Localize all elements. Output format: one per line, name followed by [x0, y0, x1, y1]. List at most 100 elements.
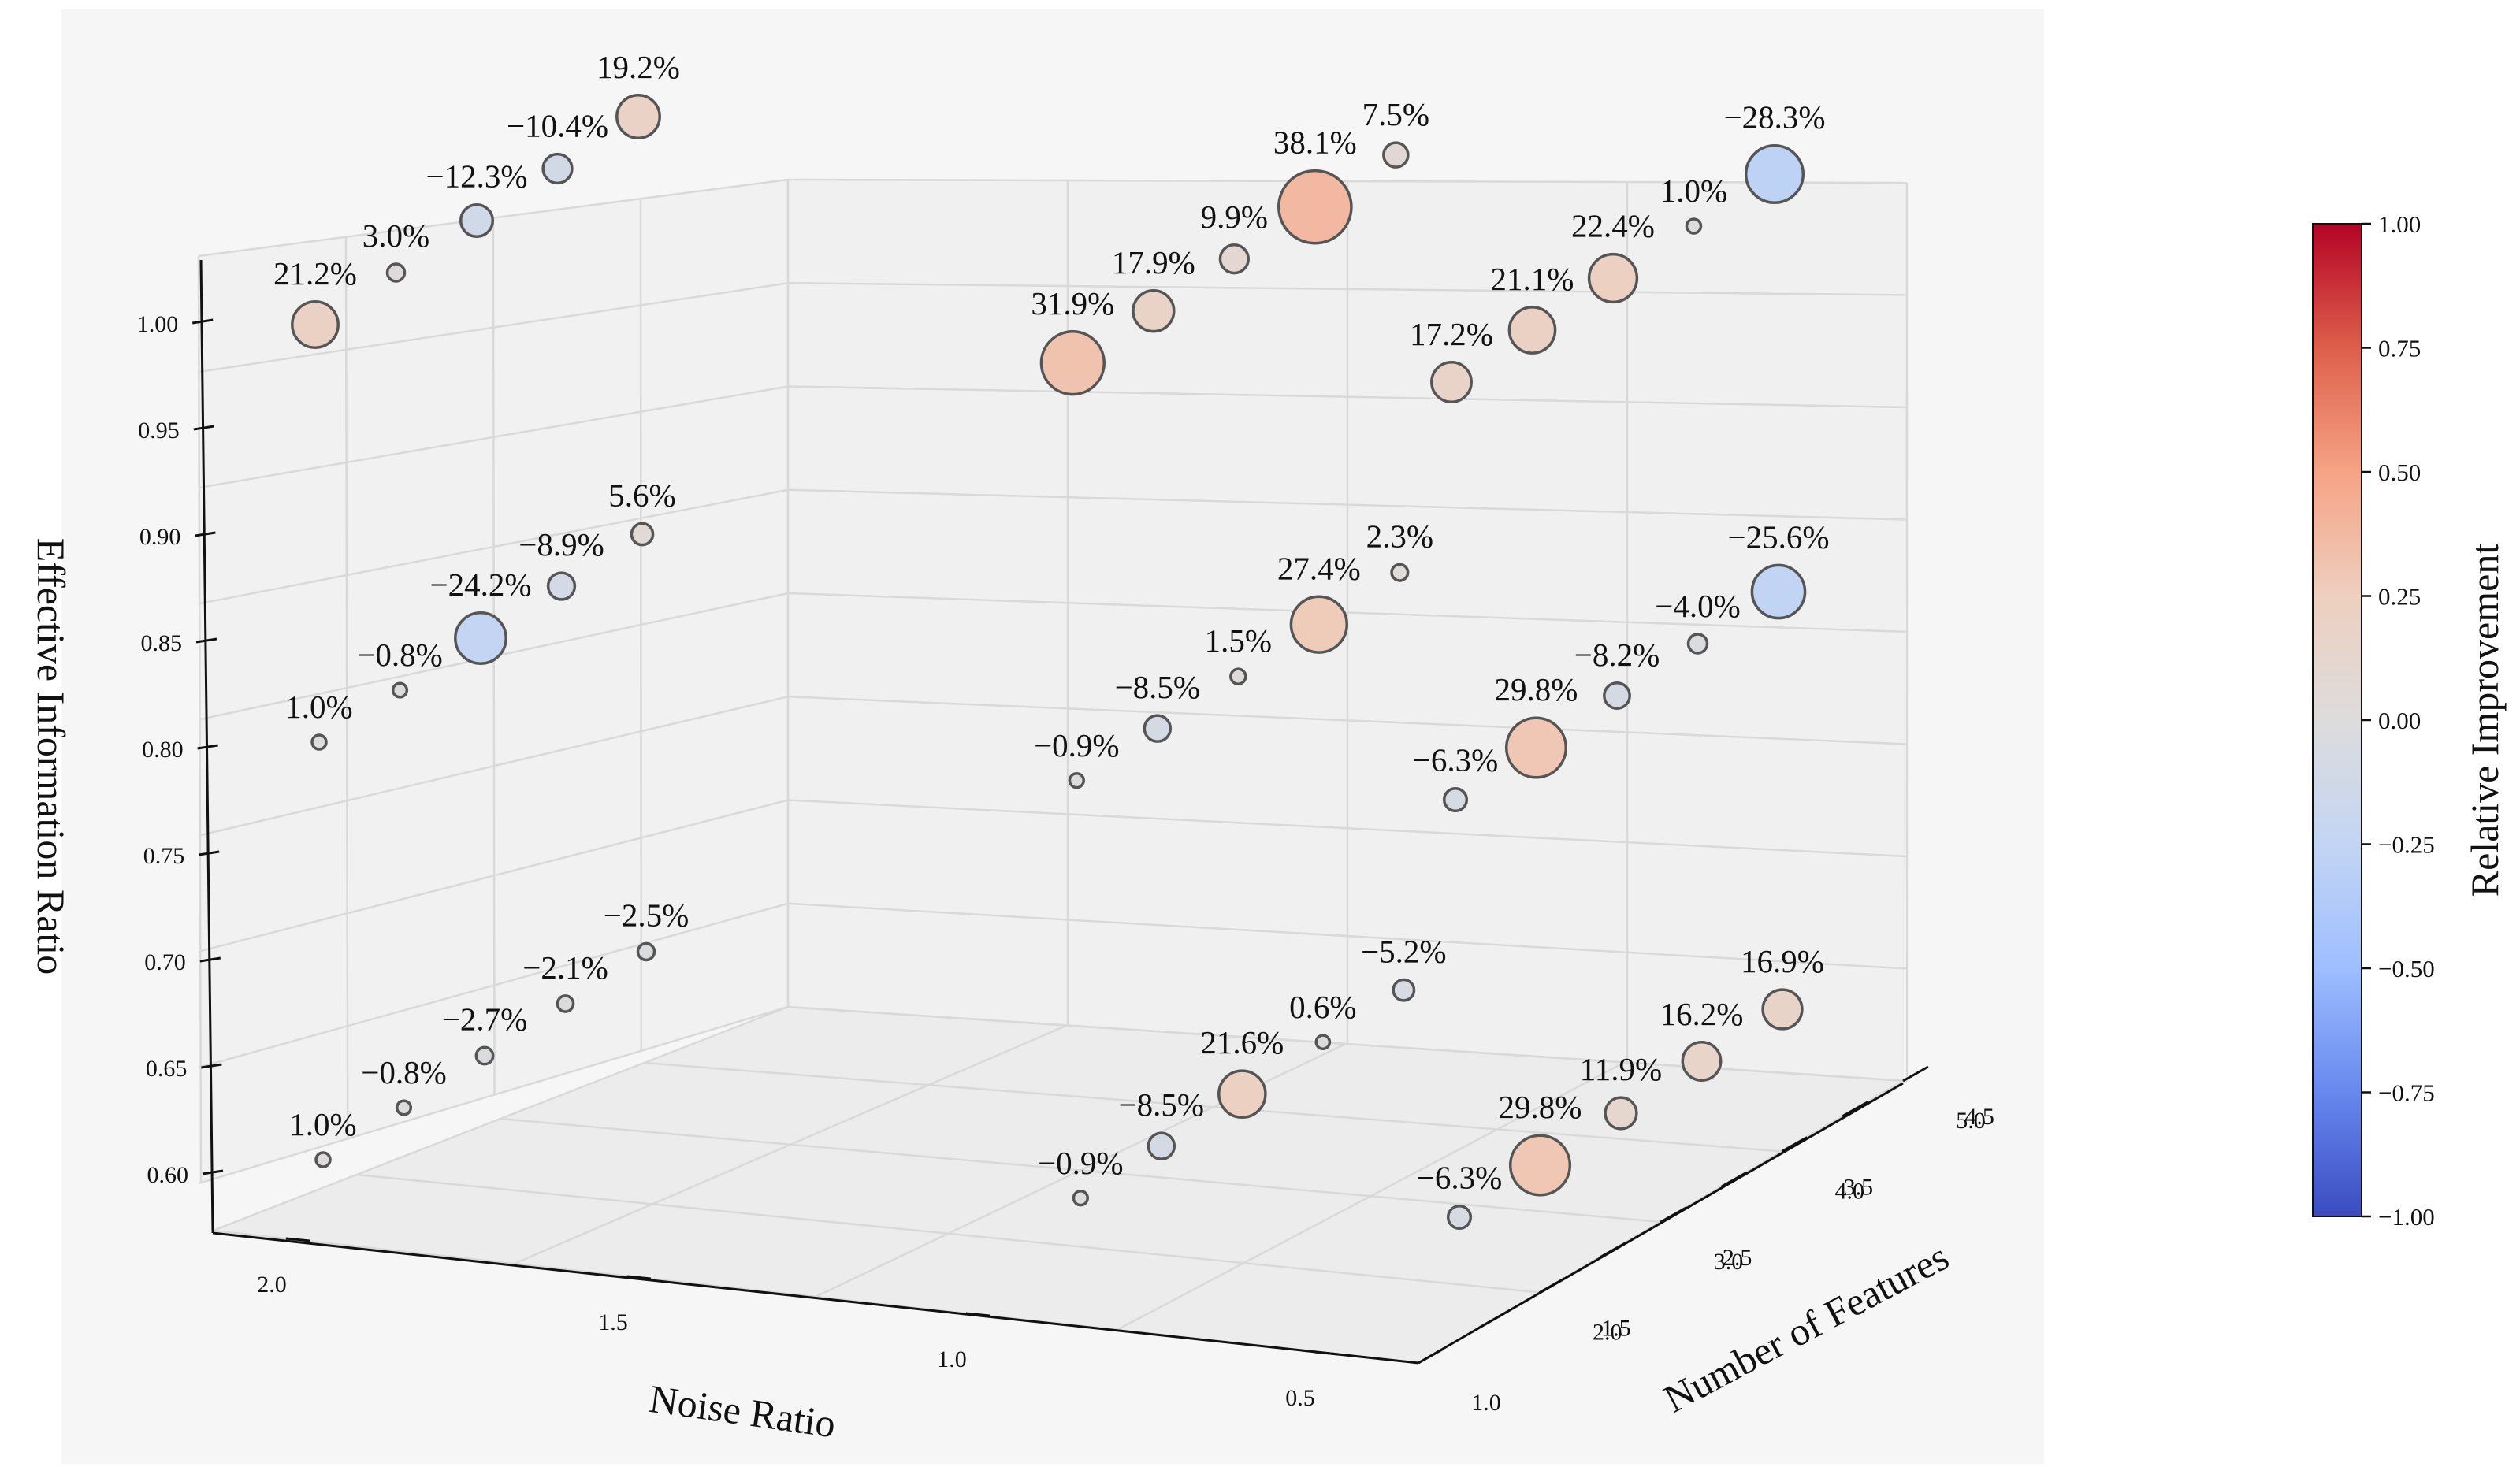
z-axis-label: Effective Information Ratio: [29, 538, 73, 975]
colorbar-tick-label: 0.50: [2378, 459, 2421, 486]
data-label: 29.8%: [1499, 1089, 1582, 1125]
data-point: −8.5%: [1119, 1086, 1204, 1160]
x-tick-label: 0.5: [1285, 1385, 1315, 1411]
z-tick-mark: [197, 744, 218, 750]
y-tick-label: 2.0: [1593, 1320, 1622, 1346]
data-label: −0.8%: [361, 1054, 447, 1090]
data-point-marker: [636, 941, 656, 962]
data-point: 16.9%: [1741, 943, 1824, 1031]
z-tick-label: 0.75: [143, 843, 185, 869]
data-point-marker: [1072, 1190, 1089, 1207]
data-point-marker: [630, 522, 655, 547]
y-tick-mark: [1660, 1206, 1687, 1224]
data-point: 29.8%: [1499, 1089, 1582, 1197]
data-point: 9.9%: [1201, 199, 1268, 275]
y-tick-label: 3.0: [1714, 1249, 1744, 1275]
data-point-marker: [1217, 1069, 1267, 1120]
data-point-marker: [1761, 988, 1804, 1031]
data-point-marker: [314, 1151, 332, 1168]
z-tick-label: 0.85: [141, 630, 183, 656]
y-tick-mark: [1418, 1347, 1444, 1365]
data-point: −0.9%: [1038, 1145, 1124, 1207]
data-point: −12.3%: [426, 158, 528, 239]
data-point: −24.2%: [429, 566, 532, 665]
data-point-marker: [1314, 1034, 1332, 1051]
colorbar-tick-label: −0.25: [2378, 831, 2435, 859]
colorbar-tick-label: 0.75: [2378, 335, 2421, 362]
data-label: −2.5%: [604, 897, 689, 934]
z-tick-label: 0.90: [139, 524, 181, 550]
data-point-marker: [1681, 1041, 1723, 1082]
data-label: −8.5%: [1115, 669, 1201, 705]
data-point: −28.3%: [1723, 99, 1826, 205]
data-point-marker: [1039, 330, 1106, 396]
data-label: 21.1%: [1491, 261, 1574, 297]
z-tick-mark: [193, 425, 215, 431]
data-label: −0.8%: [357, 637, 443, 673]
data-label: −8.9%: [518, 526, 604, 563]
data-point: 17.2%: [1410, 316, 1493, 403]
data-point: −4.0%: [1655, 588, 1741, 655]
data-point: 21.2%: [273, 255, 357, 349]
x-tick-label: 1.5: [598, 1309, 628, 1335]
data-point-marker: [1442, 786, 1469, 813]
y-tick-label: 2.5: [1723, 1245, 1752, 1271]
data-point-marker: [1686, 633, 1709, 655]
data-point: −5.2%: [1361, 933, 1447, 1002]
data-point: −6.3%: [1417, 1160, 1502, 1231]
colorbar-tick-label: 1.00: [2378, 210, 2421, 238]
y-tick-mark: [1539, 1277, 1566, 1294]
data-point: 16.2%: [1660, 996, 1743, 1082]
data-label: 5.6%: [608, 477, 675, 513]
data-point: 0.6%: [1289, 989, 1357, 1051]
data-point-marker: [1218, 243, 1250, 275]
data-point-marker: [474, 1045, 495, 1066]
data-label: 38.1%: [1273, 124, 1357, 161]
data-point: −8.9%: [518, 526, 604, 601]
data-point: 1.0%: [289, 1106, 357, 1168]
colorbar-ticks: 1.00 0.75 0.50 0.25 0.00 −0.25 −0.50 −0.75 −1.00: [2362, 210, 2435, 1231]
data-point-marker: [1382, 141, 1410, 169]
data-point: −10.4%: [507, 108, 608, 185]
y-tick-label: 1.5: [1601, 1315, 1631, 1341]
data-point: 27.4%: [1277, 550, 1361, 654]
x-tick-label: 2.0: [257, 1272, 287, 1298]
data-point: 17.9%: [1112, 244, 1195, 333]
data-point-marker: [1446, 1204, 1473, 1231]
data-label: −0.9%: [1034, 727, 1120, 763]
colorbar-label: Relative Improvement: [2462, 544, 2507, 897]
z-tick-label: 1.00: [137, 311, 179, 337]
data-label: −25.6%: [1727, 518, 1829, 555]
data-point: 21.1%: [1491, 261, 1574, 355]
data-point-marker: [1277, 169, 1353, 245]
z-tick-label: 0.60: [147, 1162, 189, 1188]
data-point-marker: [1507, 306, 1557, 355]
data-label: 9.9%: [1201, 199, 1268, 235]
data-point-marker: [1430, 361, 1473, 403]
data-label: 1.0%: [1660, 173, 1727, 209]
data-label: 17.2%: [1410, 316, 1493, 352]
data-point-marker: [615, 94, 661, 139]
data-point-marker: [1750, 563, 1807, 620]
data-point-marker: [1132, 289, 1176, 333]
data-point-marker: [1685, 217, 1703, 235]
data-point: 1.0%: [1660, 173, 1727, 235]
data-point: −2.5%: [604, 897, 689, 962]
data-point-marker: [1604, 1096, 1638, 1131]
data-label: 16.9%: [1741, 943, 1824, 979]
grid-lines: [197, 178, 1909, 1365]
y-tick-label: 3.5: [1844, 1174, 1874, 1200]
z-tick-label: 0.80: [142, 737, 184, 763]
colorbar-tick-label: −1.00: [2378, 1203, 2435, 1231]
data-point: 11.9%: [1580, 1051, 1662, 1131]
colorbar-tick-label: 0.25: [2378, 583, 2421, 611]
data-label: −0.9%: [1038, 1145, 1124, 1181]
data-point: −0.8%: [357, 637, 443, 699]
data-label: 22.4%: [1571, 208, 1655, 244]
x-tick-mark: [1314, 1350, 1339, 1356]
data-point: 29.8%: [1495, 671, 1578, 779]
y-tick-mark: [1599, 1242, 1626, 1259]
data-label: 27.4%: [1277, 550, 1361, 586]
data-label: −6.3%: [1413, 742, 1499, 778]
data-point-marker: [310, 733, 328, 751]
